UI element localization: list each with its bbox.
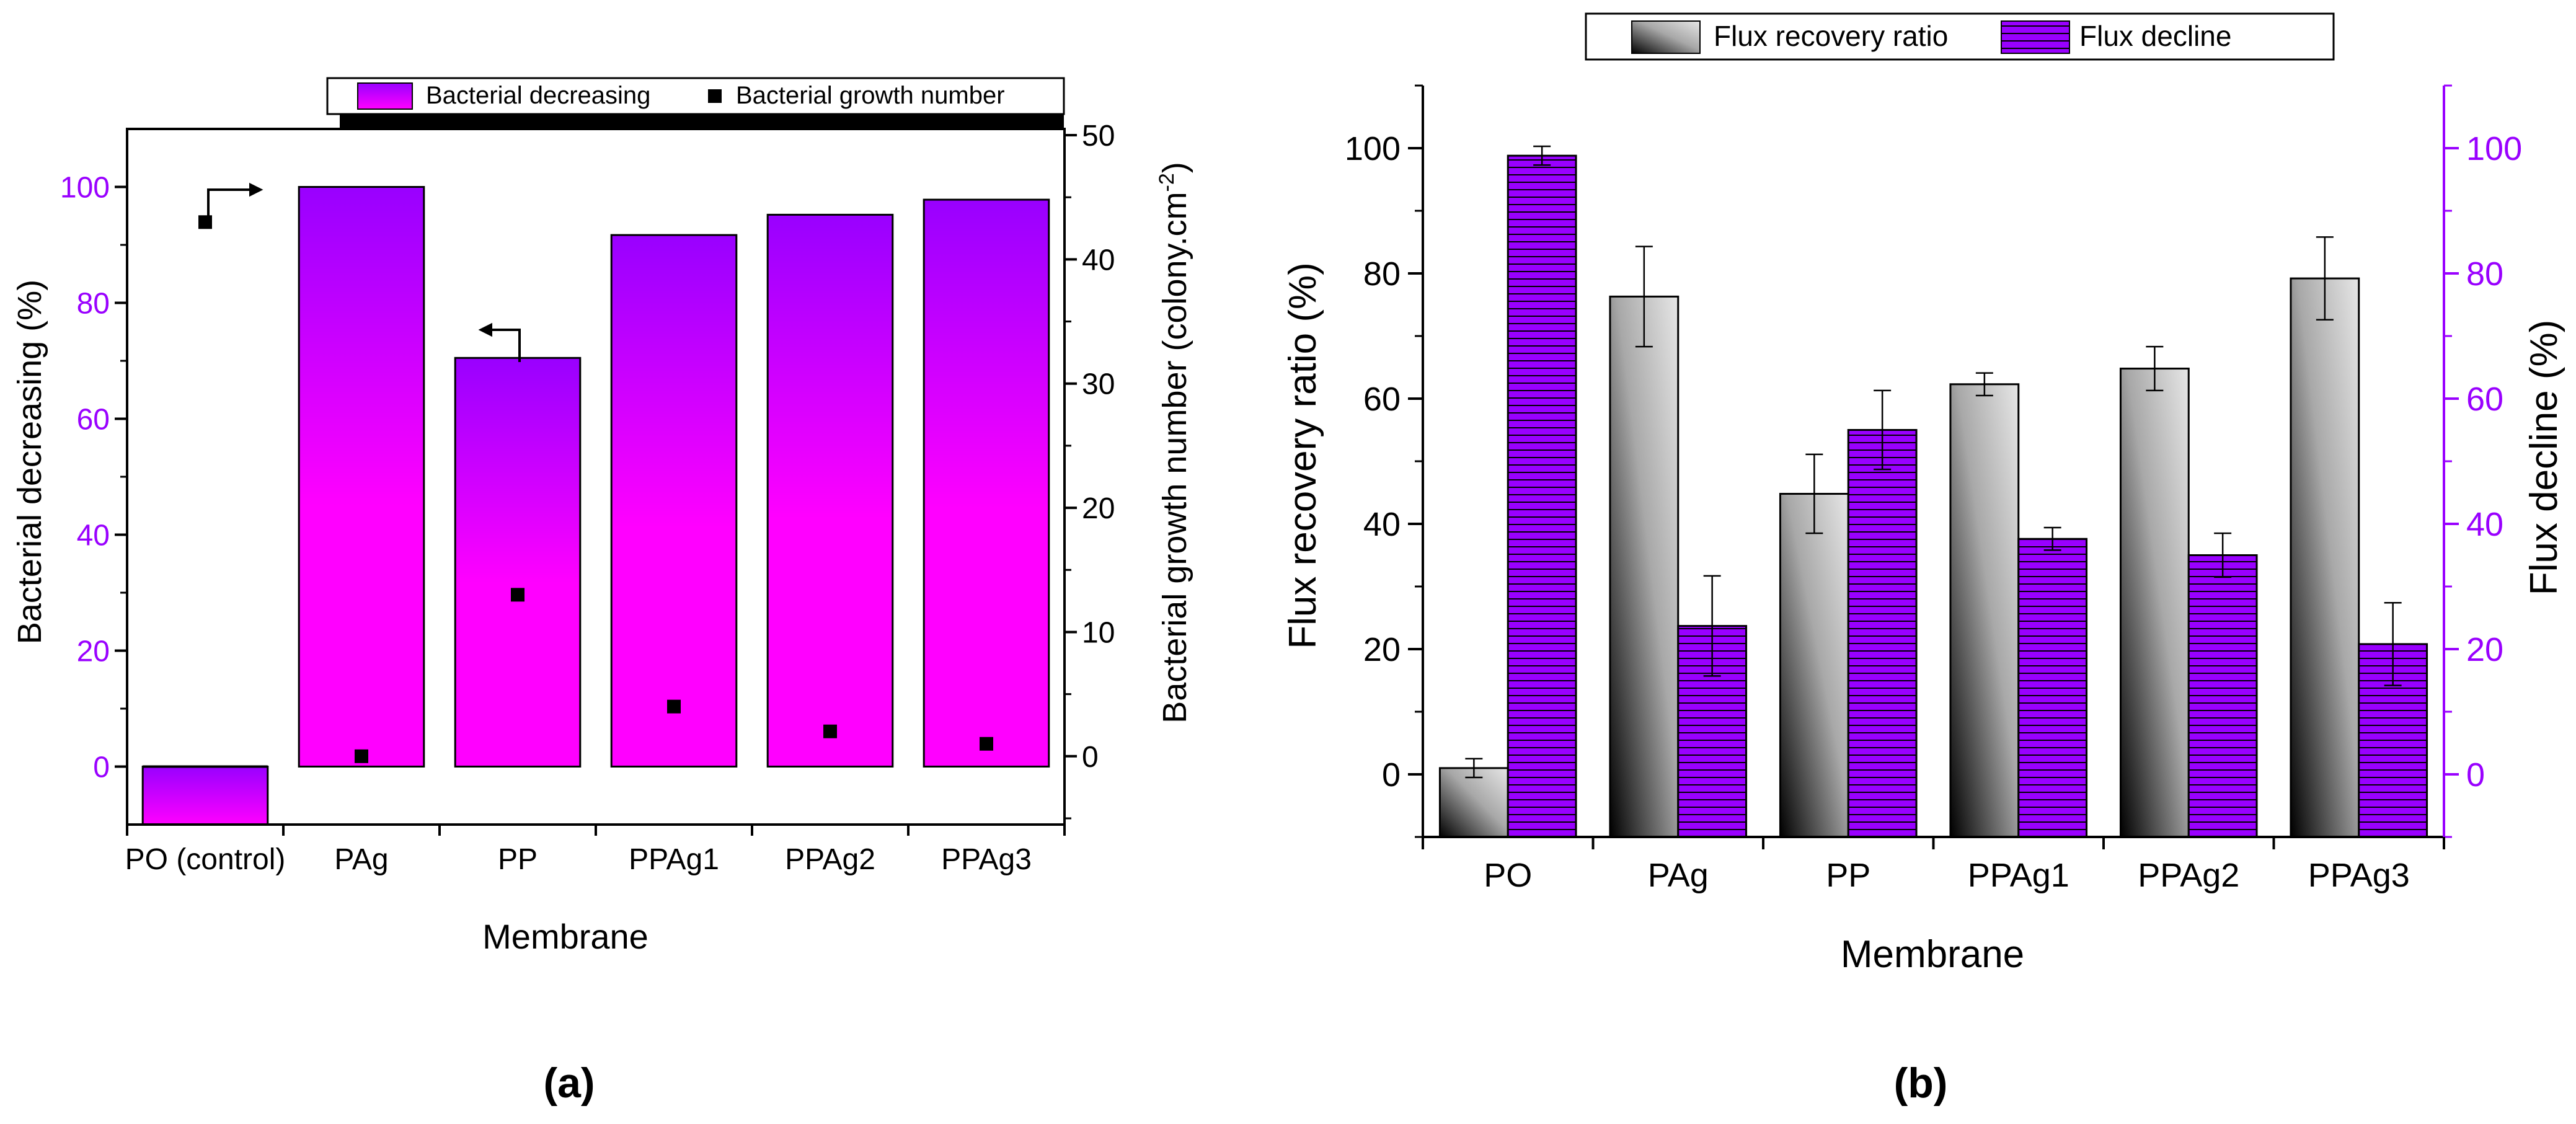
bar-bacterial-decreasing (141, 766, 269, 826)
points-bacterial-growth (198, 215, 993, 763)
bar-bacterial-decreasing (298, 186, 425, 768)
bars-flux (1438, 154, 2428, 838)
left-axis-ticks-b: 0 20 40 60 80 100 (1345, 84, 1423, 838)
arrow-right-axis-indicator (207, 182, 263, 217)
legend-label-flux-recovery: Flux recovery ratio (1714, 20, 1948, 52)
left-tick-label-a: 20 (77, 635, 110, 668)
point-bacterial-growth (980, 737, 993, 751)
left-axis-ticks-a: 0 20 40 60 80 100 (60, 172, 127, 784)
bar-bacterial-decreasing (610, 234, 738, 768)
y-axis-label-right-b: Flux decline (%) (2523, 320, 2565, 595)
left-tick-label-b: 40 (1363, 506, 1401, 543)
right-tick-label-b: 40 (2466, 506, 2503, 543)
left-tick-label-b: 60 (1363, 381, 1401, 418)
right-tick-label-a: 20 (1082, 492, 1115, 525)
x-axis-label-b: Membrane (1841, 933, 2024, 976)
bar-flux-decline (1847, 429, 1918, 838)
x-tick-label-b: PPAg2 (2138, 857, 2239, 894)
panel-label-a: (a) (543, 1060, 595, 1107)
bar-flux-recovery-ratio (2290, 277, 2360, 838)
x-tick-label-b: PPAg1 (1968, 857, 2069, 894)
bar-flux-decline (2017, 538, 2088, 838)
panel-label-b: (b) (1894, 1060, 1948, 1107)
bar-flux-recovery-ratio (1438, 767, 1509, 838)
x-tick-label-a: PPAg1 (629, 843, 719, 876)
right-tick-label-b: 100 (2466, 130, 2522, 167)
bar-flux-recovery-ratio (2119, 368, 2190, 838)
legend-swatch-flux-recovery (1631, 20, 1701, 54)
bars-bacterial-decreasing (141, 186, 1050, 826)
point-bacterial-growth (355, 749, 368, 763)
bar-flux-decline (2358, 643, 2428, 838)
bar-bacterial-decreasing (923, 198, 1050, 768)
x-tick-label-a: PPAg2 (785, 843, 875, 876)
chart-panel-b: 0 20 40 60 80 100 0 20 40 60 80 100 PO PAg PP PPAg1 PP… (1281, 12, 2565, 1107)
left-tick-label-b: 0 (1382, 756, 1401, 794)
left-tick-label-b: 20 (1363, 631, 1401, 668)
legend-label-bacterial-growth: Bacterial growth number (736, 82, 1005, 109)
legend-label-flux-decline: Flux decline (2079, 20, 2231, 52)
y-axis-label-left-a: Bacterial decreasing (%) (11, 280, 48, 644)
left-tick-label-a: 80 (77, 288, 110, 321)
right-axis-ticks-b: 0 20 40 60 80 100 (2444, 84, 2522, 838)
x-tick-label-a: PPAg3 (941, 843, 1032, 876)
y-axis-label-right-a: Bacterial growth number (colony.cm-2) (1155, 162, 1193, 724)
point-bacterial-growth (198, 215, 212, 229)
left-tick-label-b: 80 (1363, 255, 1401, 293)
y-axis-label-left-b: Flux recovery ratio (%) (1281, 262, 1324, 649)
arrow-left-axis-indicator (478, 322, 521, 362)
left-tick-label-a: 100 (60, 172, 110, 205)
point-bacterial-growth (511, 588, 524, 602)
right-tick-label-a: 50 (1082, 120, 1115, 153)
bar-flux-recovery-ratio (1609, 295, 1680, 838)
x-tick-label-a: PP (498, 843, 538, 876)
left-tick-label-a: 40 (77, 520, 110, 552)
bar-flux-decline (1507, 154, 1577, 838)
bar-bacterial-decreasing (454, 356, 582, 768)
x-axis-label-a: Membrane (482, 917, 648, 956)
bar-flux-recovery-ratio (1949, 383, 2020, 838)
bar-bacterial-decreasing (766, 213, 894, 768)
legend-swatch-bacterial-decreasing (357, 82, 413, 110)
point-bacterial-growth (823, 724, 837, 738)
right-tick-label-b: 80 (2466, 255, 2503, 293)
x-tick-label-a: PO (control) (125, 843, 286, 876)
right-tick-label-b: 0 (2466, 756, 2485, 794)
legend-b: Flux recovery ratio Flux decline (1585, 12, 2335, 61)
x-tick-label-b: PPAg3 (2308, 857, 2410, 894)
right-tick-label-a: 30 (1082, 368, 1115, 401)
x-axis-ticks-a: PO (control) PAg PP PPAg1 PPAg2 PPAg3 (125, 825, 1066, 876)
error-bars-flux (1465, 145, 2402, 779)
legend-label-bacterial-decreasing: Bacterial decreasing (426, 82, 650, 109)
point-bacterial-growth (667, 699, 681, 714)
legend-a: Bacterial decreasing Bacterial growth nu… (326, 77, 1065, 130)
left-tick-label-a: 0 (93, 751, 110, 784)
right-tick-label-b: 60 (2466, 381, 2503, 418)
bar-flux-decline (2187, 554, 2258, 838)
right-tick-label-a: 0 (1082, 741, 1099, 774)
right-tick-label-b: 20 (2466, 631, 2503, 668)
x-tick-label-b: PO (1484, 857, 1532, 894)
x-tick-label-b: PP (1826, 857, 1870, 894)
left-tick-label-a: 60 (77, 404, 110, 436)
right-tick-label-a: 40 (1082, 244, 1115, 277)
x-axis-ticks-b: PO PAg PP PPAg1 PPAg2 PPAg3 (1422, 837, 2445, 894)
bar-flux-recovery-ratio (1779, 493, 1849, 838)
chart-panel-a: 0 20 40 60 80 100 0 10 20 30 40 50 PO (control) PAg… (11, 77, 1193, 1107)
right-tick-label-a: 10 (1082, 616, 1115, 649)
left-tick-label-b: 100 (1345, 130, 1401, 167)
legend-swatch-bacterial-growth (708, 89, 722, 103)
right-axis-ticks-a: 0 10 20 30 40 50 (1064, 120, 1115, 820)
x-tick-label-b: PAg (1648, 857, 1709, 894)
legend-swatch-flux-decline (2001, 20, 2070, 54)
x-tick-label-a: PAg (334, 843, 388, 876)
